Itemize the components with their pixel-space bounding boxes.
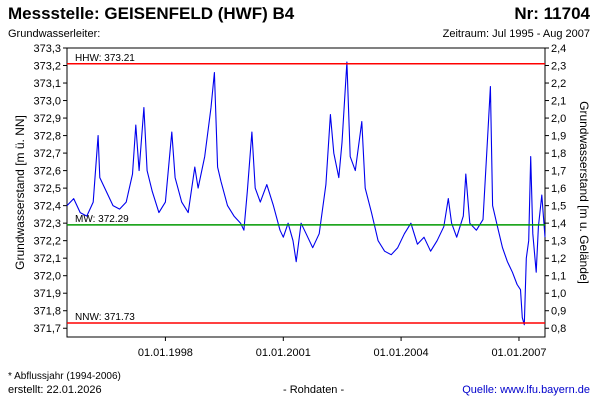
y-tick-label: 373,2: [33, 61, 61, 73]
x-tick-label: 01.01.1998: [138, 347, 193, 359]
y-tick-label: 373,0: [33, 96, 61, 108]
y2-tick-label: 1,5: [551, 201, 566, 213]
y2-tick-label: 2,4: [551, 43, 566, 55]
station-title: Messstelle: GEISENFELD (HWF) B4: [8, 4, 295, 23]
y2-tick-label: 2,0: [551, 113, 566, 125]
period-label: Zeitraum: Jul 1995 - Aug 2007: [442, 28, 590, 40]
y-tick-label: 371,8: [33, 306, 61, 318]
y-tick-label: 372,4: [33, 201, 61, 213]
y2-tick-label: 1,7: [551, 166, 566, 178]
y2-tick-label: 1,9: [551, 131, 566, 143]
y2-tick-label: 2,1: [551, 96, 566, 108]
plot-frame: [66, 47, 546, 338]
station-number: Nr: 11704: [514, 4, 590, 23]
y-tick-label: 372,5: [33, 183, 61, 195]
y-tick-label: 372,2: [33, 236, 61, 248]
y-tick-label: 372,8: [33, 131, 61, 143]
x-tick-label: 01.01.2004: [374, 347, 429, 359]
raw-data-label: - Rohdaten -: [283, 384, 345, 396]
aquifer-label: Grundwasserleiter:: [8, 28, 101, 40]
y2-tick-label: 1,8: [551, 148, 566, 160]
created-date: erstellt: 22.01.2026: [8, 384, 102, 396]
x-tick-label: 01.01.2007: [491, 347, 546, 359]
y-tick-label: 372,0: [33, 271, 61, 283]
footnote: * Abflussjahr (1994-2006): [8, 371, 121, 382]
y2-tick-label: 2,3: [551, 61, 566, 73]
y-tick-label: 372,6: [33, 166, 61, 178]
nnw-label: NNW: 371.73: [75, 312, 135, 323]
y2-tick-label: 1,2: [551, 253, 566, 265]
mw-label: MW: 372.29: [75, 214, 129, 225]
y2-tick-label: 1,3: [551, 236, 566, 248]
source-link[interactable]: Quelle: www.lfu.bayern.de: [462, 384, 590, 396]
y-tick-label: 372,1: [33, 253, 61, 265]
y2-tick-label: 1,1: [551, 271, 566, 283]
x-tick-label: 01.01.2001: [256, 347, 311, 359]
y2-tick-label: 1,6: [551, 183, 566, 195]
y-tick-label: 371,9: [33, 288, 61, 300]
y2-axis-title: Grundwasserstand [m u. Gelände]: [577, 101, 591, 284]
y2-tick-label: 2,2: [551, 78, 566, 90]
y-tick-label: 373,3: [33, 43, 61, 55]
y-tick-label: 371,7: [33, 323, 61, 335]
y2-tick-label: 0,9: [551, 306, 566, 318]
y-tick-label: 372,3: [33, 218, 61, 230]
y-tick-label: 372,9: [33, 113, 61, 125]
water-level-series: [66, 61, 546, 326]
y-axis-title: Grundwasserstand [m ü. NN]: [13, 115, 27, 270]
y-tick-label: 373,1: [33, 78, 61, 90]
y2-tick-label: 1,4: [551, 218, 566, 230]
hhw-label: HHW: 373.21: [75, 53, 135, 64]
y-tick-label: 372,7: [33, 148, 61, 160]
y2-tick-label: 1,0: [551, 288, 566, 300]
y2-tick-label: 0,8: [551, 323, 566, 335]
